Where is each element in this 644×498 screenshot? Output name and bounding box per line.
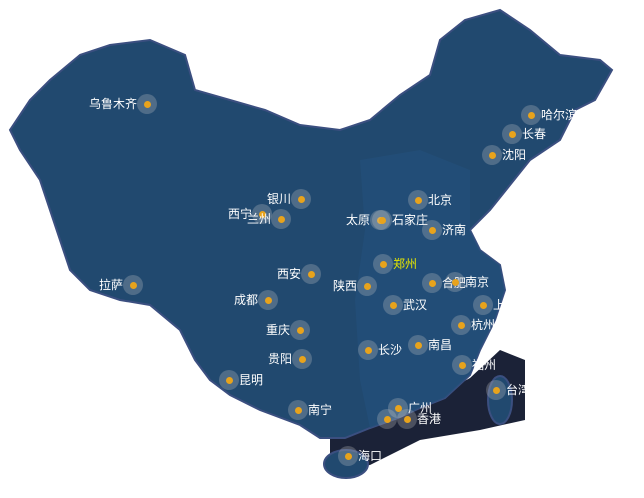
city-label: 长沙 [378, 343, 403, 357]
marker-dot-icon [508, 130, 516, 138]
marker-dot-icon [297, 195, 305, 203]
marker-dot-icon [458, 361, 466, 369]
marker-dot-icon [403, 415, 411, 423]
marker-dot-icon [225, 376, 233, 384]
city-label: 乌鲁木齐 [88, 97, 137, 111]
city-label: 成都 [233, 293, 258, 307]
city-label: 贵阳 [267, 352, 292, 366]
marker-dot-icon [296, 326, 304, 334]
sea-area [330, 350, 525, 470]
city-label: 南昌 [428, 338, 453, 352]
city-label: 台湾 [506, 383, 531, 397]
marker-dot-icon [428, 279, 436, 287]
marker-dot-icon [378, 216, 386, 224]
city-label: 西安 [276, 267, 301, 281]
marker-dot-icon [143, 100, 151, 108]
city-label: 香港 [417, 412, 442, 426]
marker-dot-icon [264, 296, 272, 304]
marker-dot-icon [457, 321, 465, 329]
city-label: 重庆 [265, 323, 290, 337]
city-label: 银川 [266, 192, 291, 206]
city-label: 北京 [428, 193, 453, 207]
city-label: 广州 [408, 401, 433, 415]
city-label: 上海 [493, 298, 518, 312]
city-label: 海口 [358, 449, 383, 463]
city-label: 南宁 [308, 403, 333, 417]
marker-dot-icon [414, 341, 422, 349]
city-label: 兰州 [246, 212, 271, 226]
marker-dot-icon [527, 111, 535, 119]
eastern-region-shade [355, 150, 505, 428]
city-label: 沈阳 [502, 148, 527, 162]
marker-dot-icon [394, 404, 402, 412]
city-label: 石家庄 [392, 213, 429, 227]
city-label: 郑州 [393, 257, 418, 271]
marker-dot-icon [258, 210, 266, 218]
city-label: 福州 [472, 358, 497, 372]
marker-dot-icon [364, 346, 372, 354]
city-label: 哈尔滨 [541, 108, 578, 122]
marker-dot-icon [277, 215, 285, 223]
city-label: 济南 [442, 223, 467, 237]
marker-dot-icon [294, 406, 302, 414]
marker-dot-icon [307, 270, 315, 278]
city-label: 陕西 [332, 279, 357, 293]
marker-dot-icon [451, 278, 459, 286]
marker-dot-icon [492, 386, 500, 394]
marker-dot-icon [383, 415, 391, 423]
marker-dot-icon [479, 301, 487, 309]
city-label: 武汉 [403, 298, 428, 312]
city-label: 杭州 [471, 318, 496, 332]
marker-dot-icon [363, 282, 371, 290]
city-label: 太原 [345, 213, 370, 227]
marker-dot-icon [428, 226, 436, 234]
marker-dot-icon [129, 281, 137, 289]
city-label: 长春 [522, 127, 547, 141]
marker-dot-icon [389, 301, 397, 309]
marker-dot-icon [344, 452, 352, 460]
marker-dot-icon [379, 260, 387, 268]
city-label: 昆明 [239, 373, 264, 387]
marker-dot-icon [488, 151, 496, 159]
city-label: 南京 [465, 275, 490, 289]
marker-dot-icon [414, 196, 422, 204]
city-label: 拉萨 [98, 278, 123, 292]
marker-dot-icon [298, 355, 306, 363]
city-label: 西宁 [227, 207, 252, 221]
hainan-region[interactable] [323, 449, 369, 479]
